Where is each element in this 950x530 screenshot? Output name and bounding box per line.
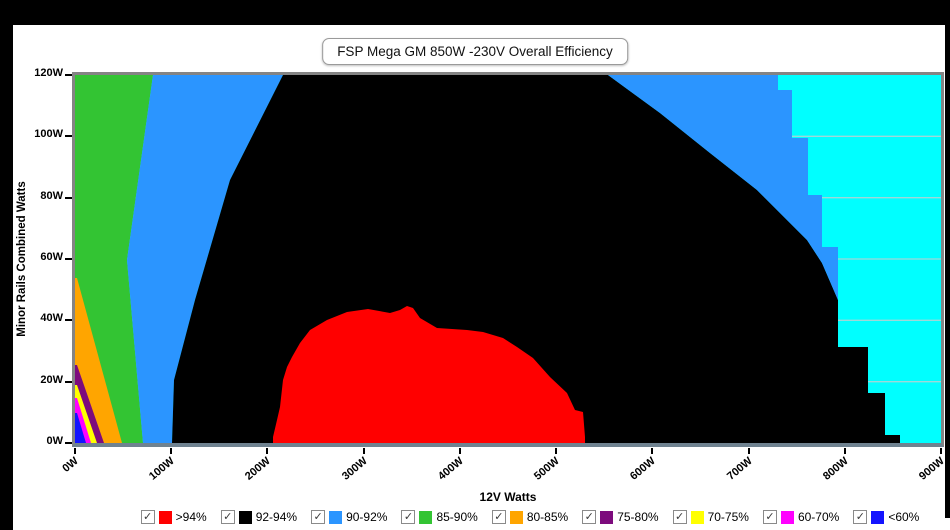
y-tick-mark-20W xyxy=(65,380,72,383)
x-tick-mark-400W xyxy=(458,448,461,454)
legend-swatch xyxy=(158,510,172,524)
legend-item-90-92-: ✓ 90-92% xyxy=(311,510,387,524)
x-tick-label-700W: 700W xyxy=(724,455,755,483)
y-tick-mark-40W xyxy=(65,319,72,322)
legend-item-80-85-: ✓ 80-85% xyxy=(491,510,569,524)
y-tick-mark-60W xyxy=(65,258,72,260)
legend-label: 60-70% xyxy=(797,510,840,524)
legend-swatch xyxy=(509,510,523,524)
x-tick-mark-800W xyxy=(843,448,846,454)
legend-label: 70-75% xyxy=(707,510,749,524)
legend-item-70-75-: ✓ 70-75% xyxy=(672,510,749,524)
legend-label: 92-94% xyxy=(255,510,298,524)
x-tick-label-100W: 100W xyxy=(147,455,177,483)
x-tick-label-0W: 0W xyxy=(60,455,81,475)
legend-checkbox-90-92-[interactable]: ✓ xyxy=(311,510,326,524)
x-tick-mark-100W xyxy=(170,448,173,454)
x-tick-label-800W: 800W xyxy=(820,455,851,483)
legend-item-60-70-: ✓ 60-70% xyxy=(762,510,840,524)
legend-item-75-80-: ✓ 75-80% xyxy=(582,510,659,524)
y-tick-label-0W: 0W xyxy=(46,435,64,447)
y-tick-mark-120W xyxy=(65,74,72,76)
y-tick-label-120W: 120W xyxy=(34,67,63,79)
x-tick-label-500W: 500W xyxy=(532,455,562,483)
legend-checkbox-92-94-[interactable]: ✓ xyxy=(220,510,235,524)
legend: ✓ >94% ✓ 92-94% ✓ 90-92% ✓ 85-90% ✓ 80-85% ✓ 75-80%… xyxy=(115,508,945,526)
x-axis-title: 12V Watts xyxy=(479,490,537,504)
y-tick-label-40W: 40W xyxy=(40,312,63,325)
region-90-92-left- xyxy=(127,75,283,443)
legend-label: 75-80% xyxy=(617,510,659,524)
legend-swatch xyxy=(329,510,343,524)
x-tick-mark-700W xyxy=(747,448,750,454)
legend-label: <60% xyxy=(888,510,920,524)
legend-label: 90-92% xyxy=(346,510,388,524)
x-tick-mark-200W xyxy=(266,448,269,454)
x-tick-mark-300W xyxy=(362,448,365,454)
legend-checkbox--94-[interactable]: ✓ xyxy=(140,510,155,524)
legend-item-85-90-: ✓ 85-90% xyxy=(401,510,478,524)
top-black-bar xyxy=(0,0,950,25)
x-tick-mark-600W xyxy=(651,448,654,454)
legend-label: 80-85% xyxy=(526,510,569,524)
y-tick-mark-0W xyxy=(65,442,72,444)
y-tick-mark-100W xyxy=(65,135,72,138)
legend-checkbox--60-[interactable]: ✓ xyxy=(853,510,868,524)
legend-label: 85-90% xyxy=(436,510,478,524)
x-tick-label-600W: 600W xyxy=(628,455,659,483)
y-tick-label-60W: 60W xyxy=(40,251,63,263)
legend-item--60-: ✓ <60% xyxy=(853,510,919,524)
legend-swatch xyxy=(238,510,252,524)
legend-item--94-: ✓ >94% xyxy=(140,510,207,524)
y-tick-label-100W: 100W xyxy=(34,128,63,141)
x-tick-label-400W: 400W xyxy=(435,455,466,483)
legend-checkbox-70-75-[interactable]: ✓ xyxy=(672,510,687,524)
x-tick-mark-0W xyxy=(74,448,76,454)
x-tick-label-300W: 300W xyxy=(339,455,370,483)
legend-label: >94% xyxy=(175,510,207,524)
left-black-bar xyxy=(0,0,13,530)
legend-swatch xyxy=(780,510,794,524)
region--60- xyxy=(75,413,86,443)
plot-area xyxy=(75,75,941,443)
x-tick-mark-900W xyxy=(940,448,942,454)
legend-checkbox-85-90-[interactable]: ✓ xyxy=(401,510,416,524)
y-tick-mark-80W xyxy=(65,196,72,199)
plot-frame xyxy=(72,72,944,447)
legend-swatch xyxy=(419,510,433,524)
x-tick-label-200W: 200W xyxy=(243,455,274,483)
x-tick-label-900W: 900W xyxy=(916,455,947,483)
legend-item-92-94-: ✓ 92-94% xyxy=(220,510,298,524)
legend-swatch xyxy=(871,510,885,524)
chart-title: FSP Mega GM 850W -230V Overall Efficienc… xyxy=(322,38,628,65)
legend-swatch xyxy=(690,510,704,524)
legend-checkbox-80-85-[interactable]: ✓ xyxy=(491,510,506,524)
legend-checkbox-60-70-[interactable]: ✓ xyxy=(762,510,777,524)
y-tick-label-20W: 20W xyxy=(40,373,63,386)
region--94- xyxy=(273,306,585,443)
y-tick-label-80W: 80W xyxy=(40,189,63,202)
region-90-92-right- xyxy=(608,75,838,300)
legend-checkbox-75-80-[interactable]: ✓ xyxy=(582,510,597,524)
legend-swatch xyxy=(600,510,614,524)
x-tick-mark-500W xyxy=(555,448,558,454)
right-black-bar xyxy=(945,0,950,518)
